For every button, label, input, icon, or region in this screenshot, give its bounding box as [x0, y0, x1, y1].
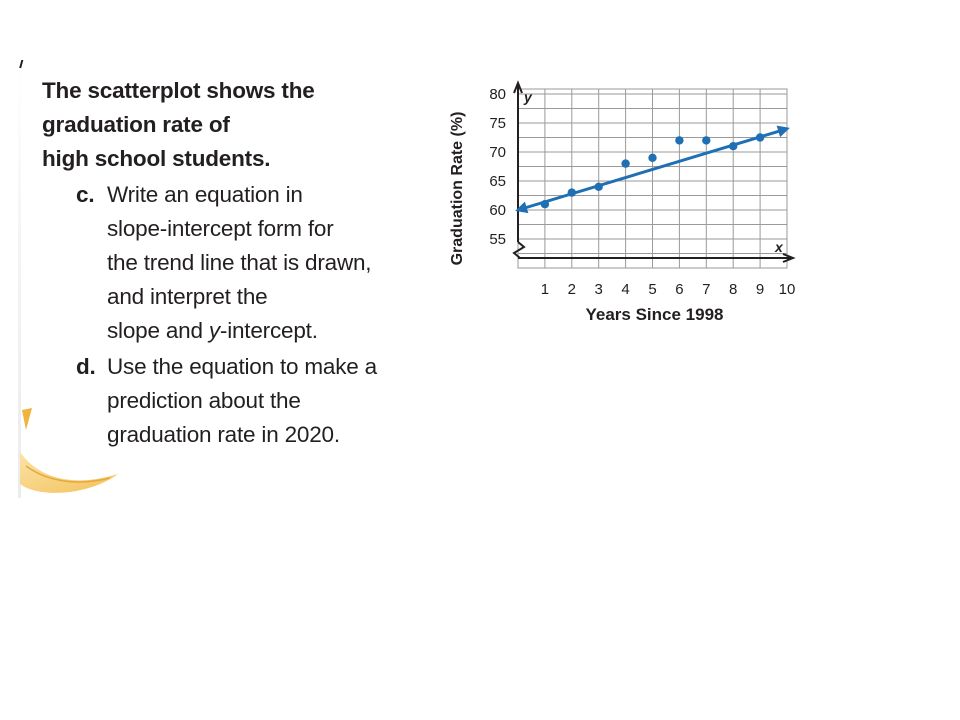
- question-intro: The scatterplot shows the graduation rat…: [42, 74, 422, 176]
- part-letter: d.: [76, 354, 96, 379]
- y-tick-label: 60: [489, 202, 506, 219]
- intro-line: The scatterplot shows the: [42, 78, 315, 103]
- question-block: The scatterplot shows the graduation rat…: [42, 74, 422, 452]
- data-point: [755, 133, 765, 142]
- data-point: [594, 182, 603, 191]
- y-axis-letter: y: [523, 89, 533, 105]
- y-axis-title: Graduation Rate (%): [449, 112, 466, 266]
- trend-line: [517, 127, 788, 212]
- question-part-d: d. Use the equation to make a prediction…: [42, 350, 422, 452]
- x-tick-label: 1: [541, 281, 549, 298]
- x-tick-label: 6: [675, 281, 683, 298]
- y-tick-label: 55: [489, 231, 506, 248]
- y-tick-label: 80: [489, 86, 506, 103]
- data-point: [621, 159, 630, 168]
- intro-line: high school students.: [42, 146, 271, 171]
- data-point: [567, 188, 576, 197]
- question-part-c: c. Write an equation in slope-intercept …: [42, 178, 422, 348]
- y-tick-label: 75: [489, 115, 506, 132]
- data-point: [702, 136, 711, 145]
- x-axis-letter: x: [774, 239, 784, 255]
- part-line: graduation rate in 2020.: [107, 422, 340, 447]
- x-tick-label: 3: [595, 281, 603, 298]
- part-line: slope-intercept form for: [107, 216, 334, 241]
- axis-break-mark: [512, 241, 526, 259]
- part-line: prediction about the: [107, 388, 301, 413]
- x-tick-label: 4: [621, 281, 629, 298]
- data-point: [675, 136, 684, 145]
- part-line: the trend line that is drawn,: [107, 250, 372, 275]
- x-tick-label: 8: [729, 281, 737, 298]
- page-edge-shadow: [18, 68, 21, 498]
- part-line: Use the equation to make a: [107, 354, 377, 379]
- y-tick-label: 65: [489, 173, 506, 190]
- y-tick-label: 70: [489, 144, 506, 161]
- trend-line-arrow-right-icon: [776, 125, 790, 138]
- data-point: [729, 142, 738, 151]
- x-tick-label: 5: [648, 281, 656, 298]
- x-axis-arrow-icon: [782, 253, 796, 263]
- decorative-swoosh: [20, 408, 118, 493]
- scatterplot-svg: y x 55 60 65 70 75 80 1 2 3 4 5 6 7 8 9 10 Years Since 199…: [449, 80, 796, 324]
- x-axis-title: Years Since 1998: [585, 305, 723, 324]
- data-point: [648, 153, 657, 162]
- scatterplot: y x 55 60 65 70 75 80 1 2 3 4 5 6 7 8 9 10 Years Since 199…: [440, 70, 820, 340]
- x-tick-label: 2: [568, 281, 576, 298]
- part-letter: c.: [76, 182, 95, 207]
- part-line: Write an equation in: [107, 182, 303, 207]
- part-line: and interpret the: [107, 284, 268, 309]
- data-point: [540, 200, 550, 209]
- x-tick-label: 10: [779, 281, 796, 298]
- x-tick-label: 7: [702, 281, 710, 298]
- y-axis-arrow-icon: [513, 80, 523, 94]
- intro-line: graduation rate of: [42, 112, 230, 137]
- x-tick-label: 9: [756, 281, 764, 298]
- part-line: slope and y-intercept.: [107, 318, 318, 343]
- trend-line-arrow-left-icon: [515, 201, 529, 214]
